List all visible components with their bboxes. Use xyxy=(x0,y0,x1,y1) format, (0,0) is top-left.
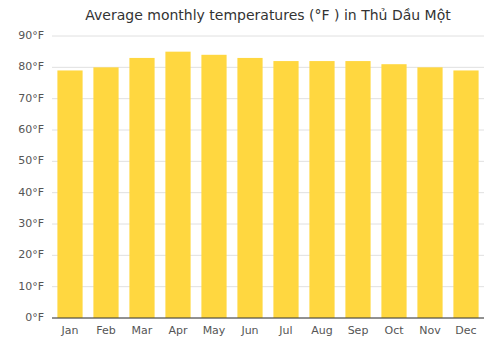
bar xyxy=(273,61,298,318)
x-tick-label: Jul xyxy=(278,324,292,337)
bars xyxy=(57,52,478,318)
chart-container: 0°F 10°F 20°F 30°F 40°F 50°F 60°F 70°F 80°F 90°F J… xyxy=(0,0,500,350)
y-tick-label: 80°F xyxy=(18,60,44,73)
x-tick-label: Feb xyxy=(96,324,115,337)
x-tick-label: Dec xyxy=(455,324,476,337)
x-axis: Jan Feb Mar Apr May Jun Jul Aug Sep Oct Nov Dec xyxy=(52,318,484,337)
y-grid xyxy=(52,36,484,318)
y-tick-label: 20°F xyxy=(18,248,44,261)
x-tick-label: Apr xyxy=(168,324,188,337)
y-tick-label: 70°F xyxy=(18,92,44,105)
x-tick-label: Sep xyxy=(348,324,369,337)
bar xyxy=(93,67,118,318)
bar xyxy=(309,61,334,318)
y-tick-label: 30°F xyxy=(18,217,44,230)
bar xyxy=(165,52,190,318)
bar xyxy=(57,70,82,318)
chart-title: Average monthly temperatures (°F ) in Th… xyxy=(85,7,451,23)
bar xyxy=(237,58,262,318)
y-tick-label: 50°F xyxy=(18,154,44,167)
x-tick-label: Jun xyxy=(240,324,258,337)
y-tick-label: 10°F xyxy=(18,280,44,293)
x-axis-line xyxy=(52,318,484,319)
bar xyxy=(129,58,154,318)
y-axis: 0°F 10°F 20°F 30°F 40°F 50°F 60°F 70°F 80°F 90°F xyxy=(18,29,44,324)
bar xyxy=(417,67,442,318)
x-tick-label: Mar xyxy=(132,324,153,337)
grid-line xyxy=(52,318,484,319)
x-tick-label: Aug xyxy=(311,324,332,337)
bar xyxy=(381,64,406,318)
y-tick-label: 40°F xyxy=(18,186,44,199)
x-tick-label: Jan xyxy=(61,324,79,337)
chart-svg: 0°F 10°F 20°F 30°F 40°F 50°F 60°F 70°F 80°F 90°F J… xyxy=(0,0,500,350)
bar xyxy=(201,55,226,318)
x-tick-label: Nov xyxy=(419,324,441,337)
bar xyxy=(453,70,478,318)
x-tick-label: May xyxy=(203,324,226,337)
y-tick-label: 90°F xyxy=(18,29,44,42)
x-tick-label: Oct xyxy=(384,324,404,337)
bar xyxy=(345,61,370,318)
y-tick-label: 0°F xyxy=(25,311,44,324)
grid-line xyxy=(52,36,484,37)
y-tick-label: 60°F xyxy=(18,123,44,136)
